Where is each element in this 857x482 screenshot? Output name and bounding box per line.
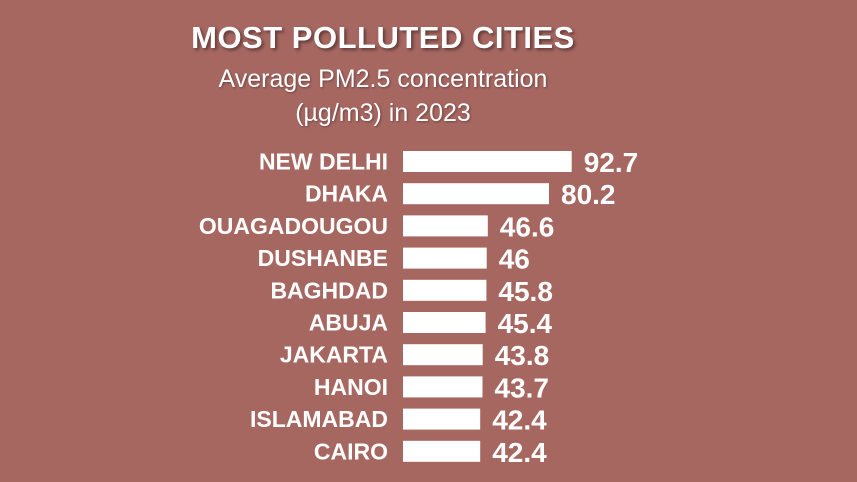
category-label: NEW DELHI (259, 149, 388, 175)
value-label: 46.6 (500, 211, 555, 242)
category-label: ABUJA (309, 310, 388, 336)
value-label: 45.4 (498, 308, 553, 339)
value-label: 43.7 (495, 372, 550, 403)
bar-new-delhi (403, 151, 572, 172)
value-label: 42.4 (492, 405, 547, 436)
chart-subtitle-line-1: Average PM2.5 concentration (218, 65, 548, 93)
category-label: BAGHDAD (270, 277, 388, 303)
bar-ouagadougou (403, 215, 488, 237)
bar-hanoi (403, 376, 483, 398)
category-label: HANOI (314, 374, 388, 400)
bar-baghdad (403, 279, 487, 301)
category-label: DUSHANBE (258, 245, 388, 271)
category-label: JAKARTA (280, 342, 388, 368)
bar-jakarta (403, 344, 483, 366)
chart-subtitle-line-2: (µg/m3) in 2023 (295, 99, 471, 127)
value-label: 45.8 (498, 276, 553, 307)
bar-dhaka (403, 183, 549, 205)
bar-islamabad (403, 408, 481, 430)
category-label: ISLAMABAD (250, 406, 388, 432)
value-label: 80.2 (561, 179, 616, 210)
bar-dushanbe (403, 247, 487, 269)
value-label: 46 (499, 244, 530, 275)
category-label: OUAGADOUGOU (199, 213, 388, 239)
value-label: 42.4 (492, 437, 547, 468)
category-label: CAIRO (314, 438, 388, 464)
value-label: 43.8 (495, 340, 550, 371)
bar-abuja (403, 312, 486, 333)
category-label: DHAKA (305, 181, 388, 207)
value-label: 92.7 (584, 147, 639, 178)
bar-cairo (403, 440, 481, 462)
chart-title: MOST POLLUTED CITIES (191, 20, 575, 55)
